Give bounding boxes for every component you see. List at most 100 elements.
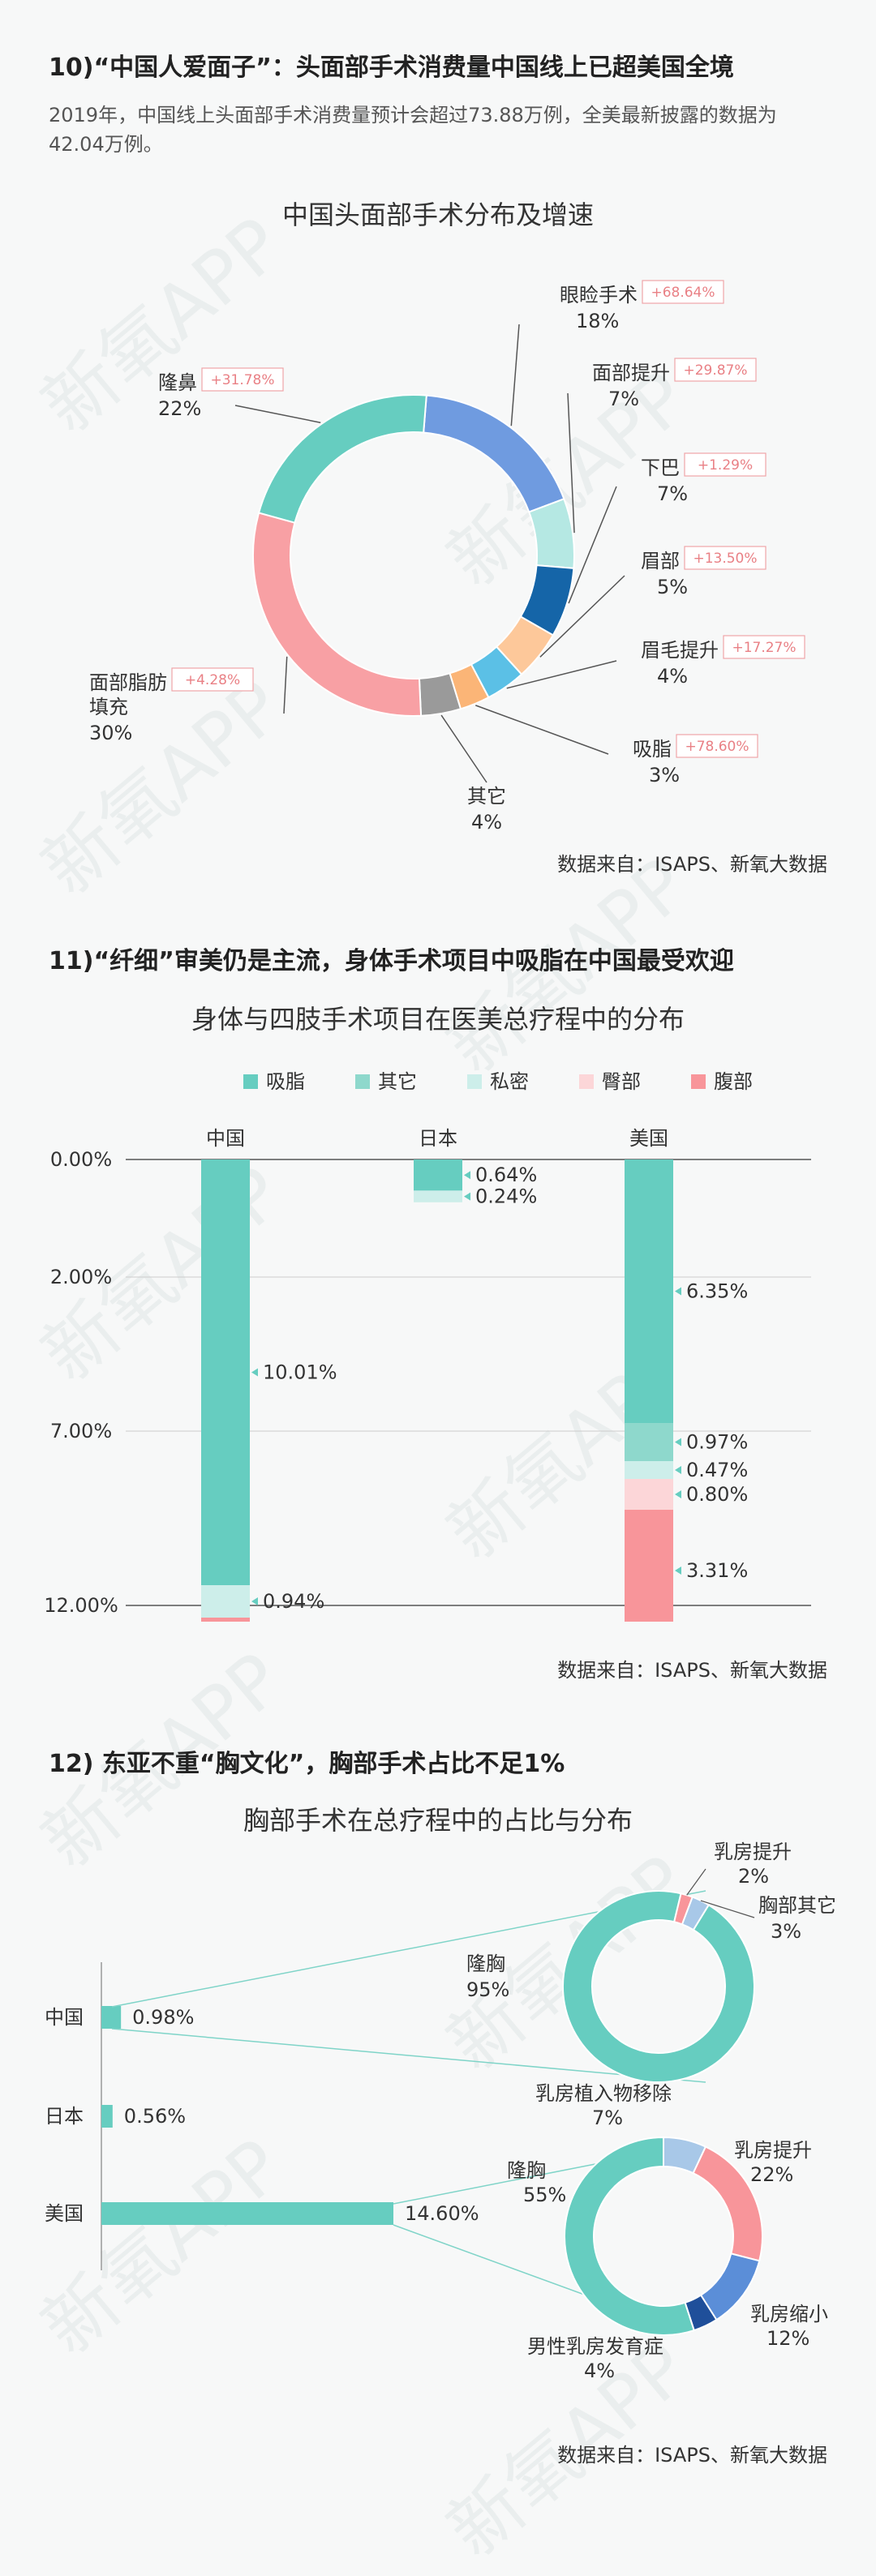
china-breast-leader-1 <box>686 1868 706 1896</box>
bar-segment-2-2 <box>625 1461 673 1479</box>
face-donut-growth-8: +31.78% <box>210 372 274 388</box>
bar-segment-0-0 <box>201 1159 250 1585</box>
usa-breast-value-0: 7% <box>592 2107 623 2129</box>
bar-value-pointer-2-3 <box>675 1490 681 1498</box>
bar-value-pointer-1-1 <box>464 1192 470 1201</box>
face-donut-leader-5 <box>475 705 609 755</box>
face-donut-growth-badge-8 <box>201 367 284 392</box>
face-donut-leader-4 <box>506 660 617 689</box>
legend-swatch-2 <box>467 1074 482 1089</box>
bar-value-pointer-0-1 <box>251 1597 258 1605</box>
usa-breast-label-4: 隆胸 <box>507 2159 546 2182</box>
y-tick-label-2: 7.00% <box>50 1420 112 1442</box>
bar-value-pointer-2-1 <box>675 1438 681 1447</box>
face-donut-label-1: 面部提升 <box>592 362 670 384</box>
china-breast-value-1: 2% <box>738 1865 769 1888</box>
china-breast-value-2: 3% <box>771 1920 801 1943</box>
category-label-2: 美国 <box>629 1127 668 1150</box>
face-donut-slice-8 <box>257 394 427 524</box>
legend-swatch-4 <box>691 1074 706 1089</box>
breast-bar-value-1: 0.56% <box>124 2105 186 2128</box>
section-12-heading: 12) 东亚不重“胸文化”，胸部手术占比不足1% <box>49 1750 565 1778</box>
usa-breast-donut-slice-4 <box>564 2136 695 2336</box>
breast-category-0: 中国 <box>45 2006 84 2029</box>
face-donut-growth-badge-1 <box>674 358 757 382</box>
breast-bar-value-0: 0.98% <box>132 2006 194 2029</box>
bar-value-pointer-1-0 <box>464 1171 470 1180</box>
y-tick-label-3: 12.00% <box>44 1594 118 1617</box>
breast-bar-0 <box>101 2006 122 2029</box>
china-breast-donut-slice-0 <box>562 1890 755 2083</box>
breast-surgery-chart: 中国 0.98%日本 0.56%美国 14.60%隆胸95%乳房提升2%胸部其它3%乳… <box>45 1841 836 2382</box>
section-12-source: 数据来自：ISAPS、新氧大数据 <box>557 2444 827 2467</box>
face-donut-leader-2 <box>568 486 617 604</box>
china-connector-bottom <box>111 2028 706 2083</box>
face-donut-value-1: 7% <box>608 388 639 410</box>
legend-label-0: 吸脂 <box>266 1070 305 1093</box>
face-donut-growth-badge-5 <box>676 734 758 758</box>
bar-value-label-2-3: 0.80% <box>686 1483 748 1506</box>
face-donut-leader-3 <box>539 575 625 658</box>
bar-segment-0-2 <box>201 1618 250 1622</box>
face-donut-leader-1 <box>567 392 575 534</box>
section-10-heading: 10)“中国人爱面子”：头面部手术消费量中国线上已超美国全境 <box>49 54 734 82</box>
face-donut-slice-1 <box>527 497 575 569</box>
usa-breast-label-3: 男性乳房发育症 <box>527 2335 663 2358</box>
bar-value-pointer-2-2 <box>675 1466 681 1474</box>
face-donut-growth-7: +4.28% <box>185 672 240 688</box>
usa-breast-value-4: 55% <box>523 2184 566 2206</box>
bar-value-label-1-0: 0.64% <box>475 1164 537 1186</box>
legend-swatch-3 <box>579 1074 594 1089</box>
breast-category-1: 日本 <box>45 2105 84 2128</box>
breast-bar-1 <box>101 2105 113 2128</box>
face-donut-growth-badge-3 <box>684 546 766 570</box>
face-donut-growth-badge-2 <box>684 452 766 477</box>
body-surgery-stacked-bar-chart: 吸脂 其它 私密 臀部 腹部 0.00% 2.00% 7.00% 12.00% 中国 日本 美国 10.… <box>44 1070 811 1622</box>
face-donut-leader-6 <box>440 714 487 783</box>
bar-segment-1-1 <box>414 1190 462 1202</box>
face-donut-leader-8 <box>234 405 321 423</box>
legend-label-4: 腹部 <box>714 1070 753 1093</box>
bar-segment-2-0 <box>625 1159 673 1423</box>
donut-chart-title: 中国头面部手术分布及增速 <box>281 199 594 230</box>
face-donut-label-6: 其它 <box>467 785 506 808</box>
section-11-heading: 11)“纤细”审美仍是主流，身体手术项目中吸脂在中国最受欢迎 <box>49 947 734 975</box>
bar-value-label-0-0: 10.01% <box>263 1361 337 1384</box>
legend-label-1: 其它 <box>378 1070 417 1093</box>
face-donut-growth-1: +29.87% <box>683 362 747 379</box>
face-donut-growth-0: +68.64% <box>651 285 715 301</box>
bar-value-label-1-1: 0.24% <box>475 1185 537 1208</box>
bar-value-pointer-2-0 <box>675 1287 681 1296</box>
usa-breast-value-1: 22% <box>750 2163 793 2186</box>
face-donut-value-2: 7% <box>657 482 688 505</box>
face-donut-leader-7 <box>283 656 288 714</box>
breast-category-2: 美国 <box>45 2202 84 2225</box>
bar-segment-2-4 <box>625 1510 673 1622</box>
usa-breast-label-2: 乳房缩小 <box>750 2303 828 2325</box>
face-donut-growth-4: +17.27% <box>732 640 796 656</box>
legend-swatch-0 <box>243 1074 258 1089</box>
face-donut-growth-2: +1.29% <box>698 457 753 474</box>
face-donut-label-5: 吸脂 <box>633 738 672 761</box>
face-donut-label-4: 眉毛提升 <box>641 639 719 662</box>
category-label-1: 日本 <box>419 1127 457 1150</box>
china-breast-label-1: 乳房提升 <box>714 1841 792 1863</box>
bar-value-label-2-0: 6.35% <box>686 1280 748 1303</box>
face-donut-leader-0 <box>510 324 520 426</box>
face-donut-value-7: 30% <box>89 722 132 744</box>
face-donut-slice-7 <box>252 512 423 717</box>
face-donut-label-3: 眉部 <box>641 550 680 572</box>
face-donut-value-6: 4% <box>471 811 502 834</box>
legend-swatch-1 <box>355 1074 370 1089</box>
bar-value-pointer-2-4 <box>675 1567 681 1575</box>
face-donut-label-8: 隆鼻 <box>158 371 197 394</box>
china-breast-value-0: 95% <box>466 1978 509 2001</box>
breast-chart-title: 胸部手术在总疗程中的占比与分布 <box>243 1805 633 1836</box>
face-donut-value-3: 5% <box>657 576 688 598</box>
face-donut-slice-0 <box>423 394 565 513</box>
face-donut-value-5: 3% <box>649 764 680 787</box>
face-donut-growth-badge-0 <box>642 280 724 304</box>
section-10-source: 数据来自：ISAPS、新氧大数据 <box>557 853 827 876</box>
y-tick-label-0: 0.00% <box>50 1148 112 1171</box>
face-donut-growth-3: +13.50% <box>693 551 757 567</box>
